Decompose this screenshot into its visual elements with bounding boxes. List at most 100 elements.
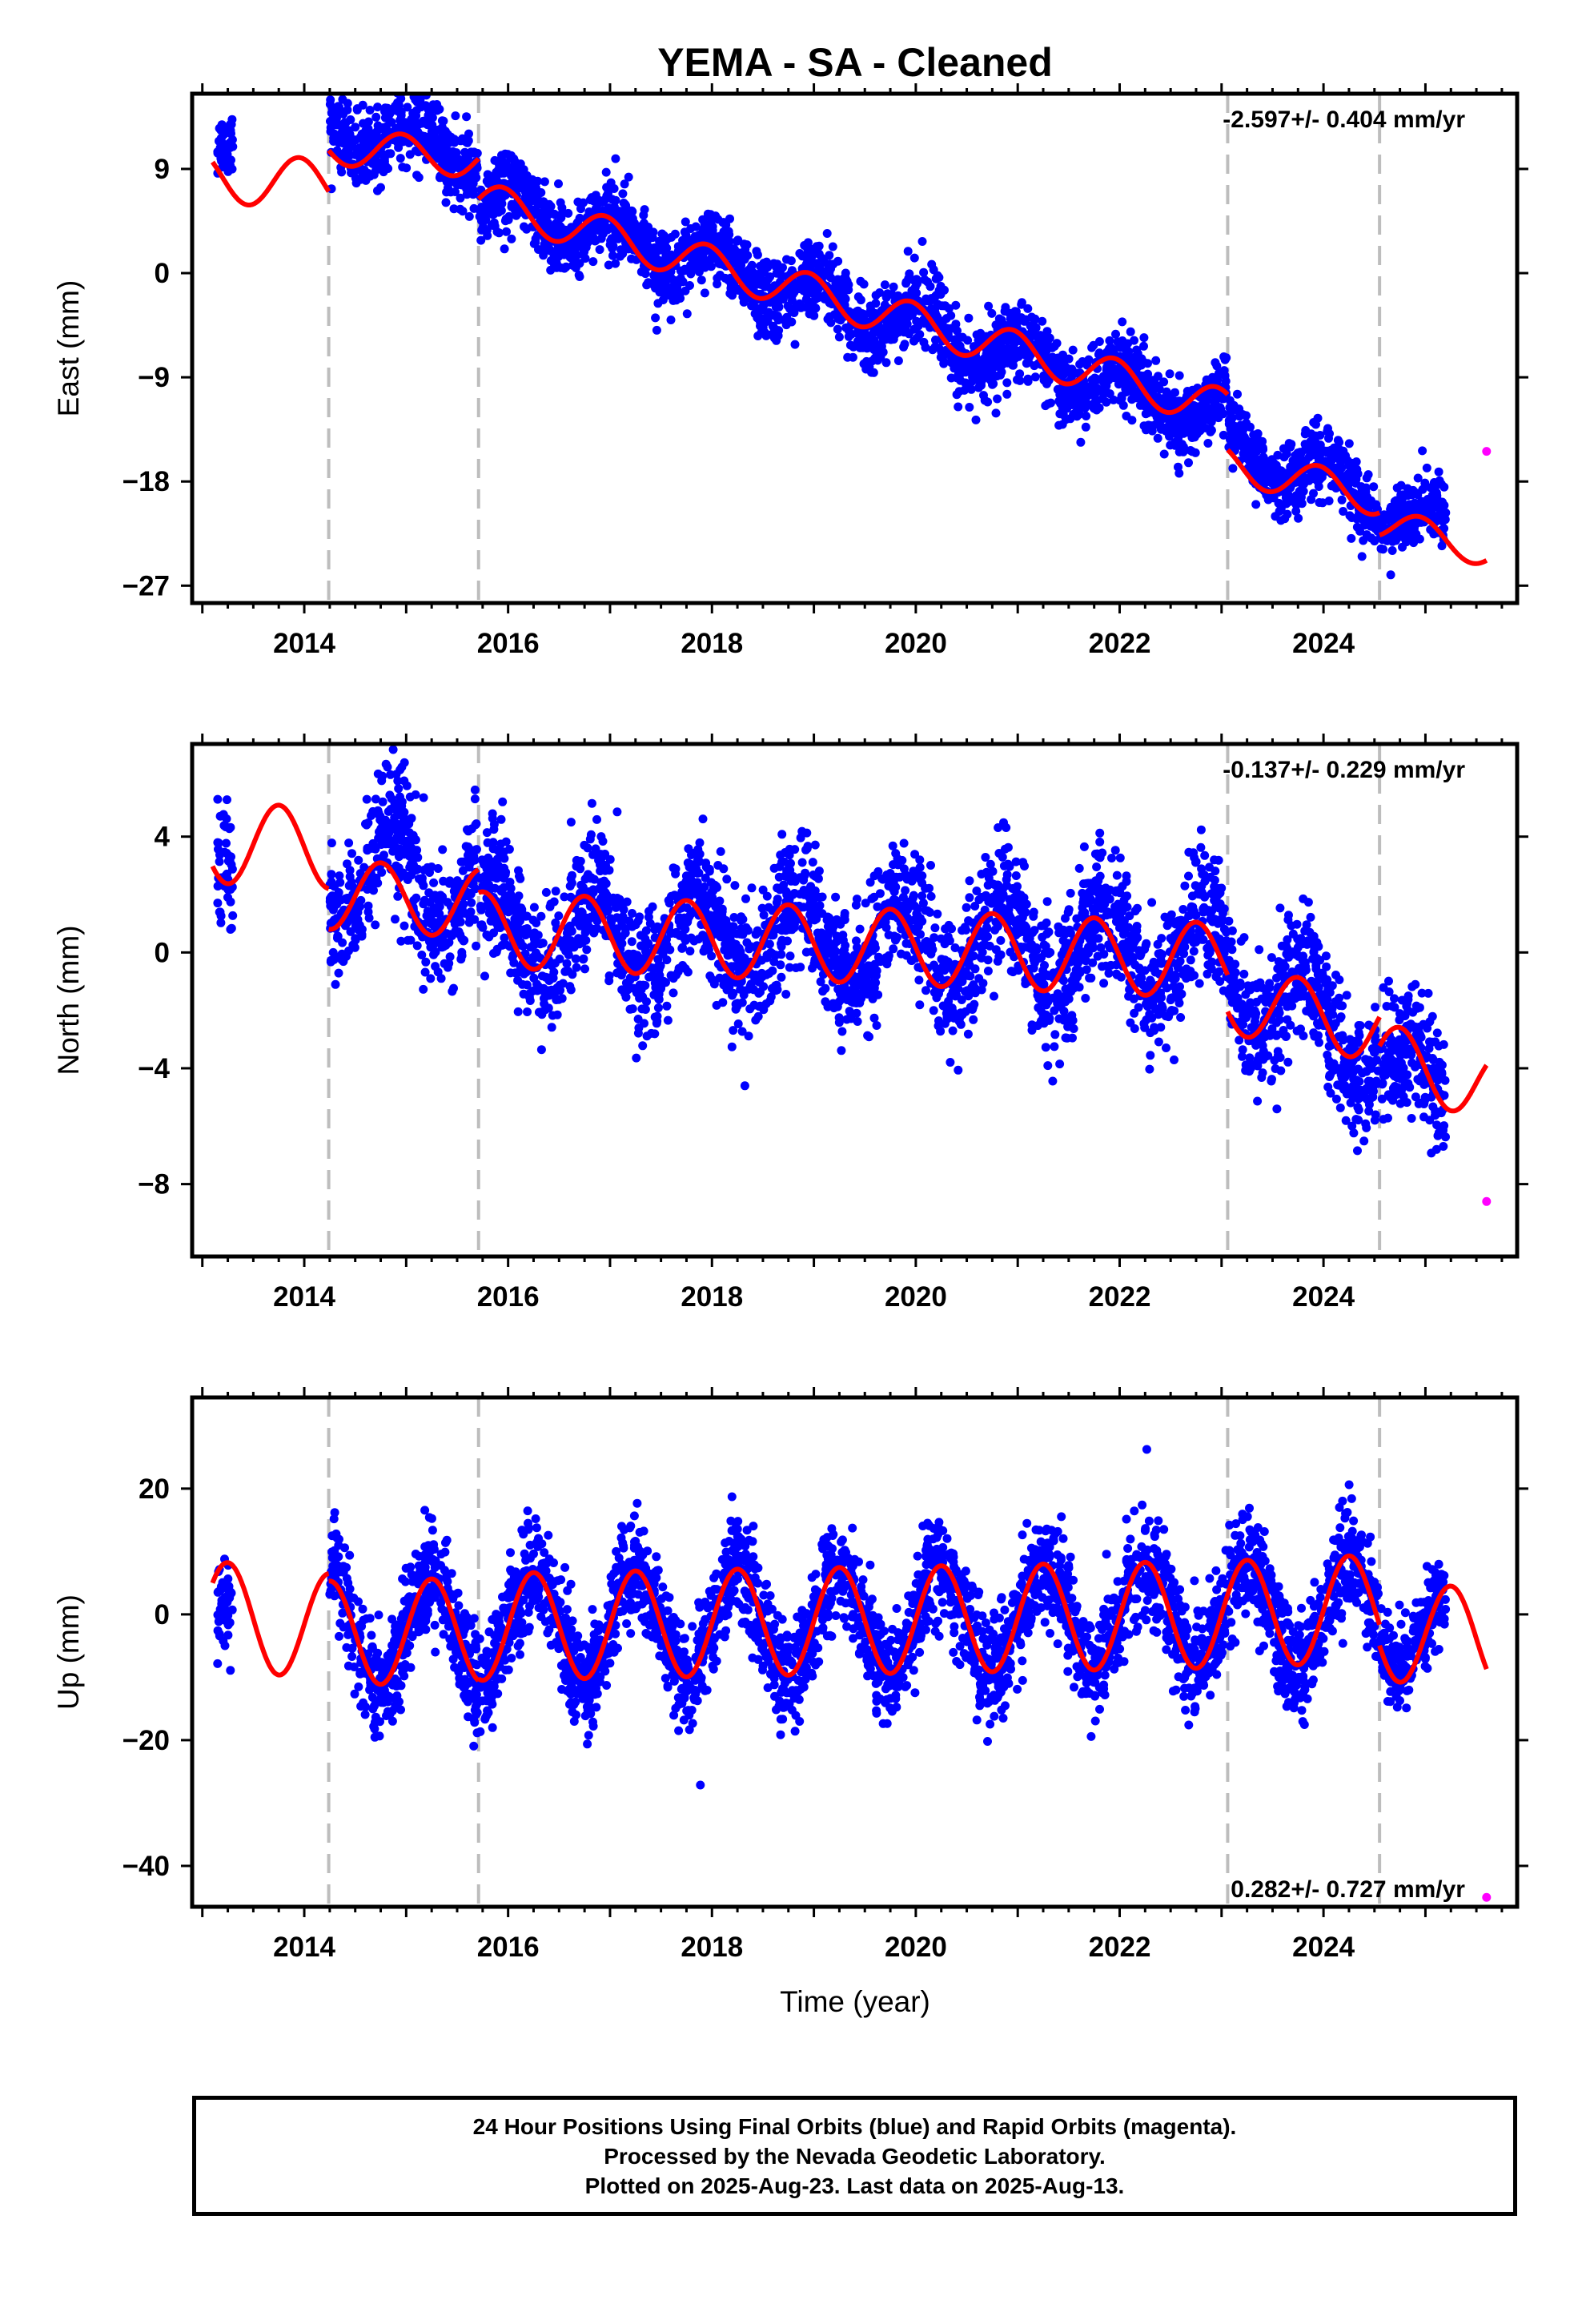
north-point: [378, 797, 387, 806]
north-point: [969, 1015, 978, 1024]
east-point: [573, 197, 583, 207]
east-point: [1042, 327, 1052, 336]
north-point: [1042, 897, 1052, 907]
north-point: [330, 882, 339, 891]
east-point: [1271, 512, 1280, 521]
east-point: [351, 123, 360, 132]
east-point: [588, 257, 598, 267]
north-point: [776, 960, 785, 970]
east-point: [1246, 447, 1255, 456]
east-point: [1174, 468, 1184, 478]
east-point: [919, 337, 929, 347]
east-point: [1105, 336, 1114, 345]
east-point: [1030, 372, 1040, 382]
north-point: [948, 1026, 958, 1035]
north-point: [986, 859, 995, 869]
north-point: [965, 876, 974, 886]
east-x-tick-label: 2014: [273, 628, 335, 659]
east-point: [1203, 439, 1213, 448]
east-point: [1291, 506, 1301, 516]
north-point: [228, 911, 238, 920]
east-point: [1054, 396, 1064, 406]
east-point: [326, 127, 335, 136]
east-point: [378, 150, 387, 159]
east-point: [428, 113, 437, 123]
east-point: [436, 137, 445, 147]
east-point: [931, 313, 941, 323]
east-point: [363, 117, 373, 127]
east-point: [351, 150, 360, 159]
east-point: [984, 301, 994, 311]
east-point: [782, 255, 791, 264]
east-point: [657, 229, 667, 239]
east-point: [764, 311, 773, 320]
east-point: [608, 243, 617, 253]
east-point: [1301, 457, 1311, 467]
north-point: [343, 894, 353, 903]
east-point: [1351, 457, 1361, 467]
east-point: [1279, 444, 1288, 453]
east-point: [1419, 506, 1428, 516]
east-point: [451, 111, 460, 121]
north-point: [1050, 1006, 1059, 1015]
east-x-tick-label: 2020: [885, 628, 947, 659]
east-point: [1344, 439, 1354, 448]
east-point: [497, 199, 507, 208]
east-point: [997, 348, 1006, 357]
east-point: [1369, 482, 1379, 492]
north-point: [363, 907, 373, 917]
east-model-line-4: [1378, 513, 1488, 566]
east-point: [824, 264, 833, 274]
east-point: [620, 199, 630, 209]
east-point: [1078, 392, 1088, 401]
east-point: [993, 394, 1002, 404]
east-point: [576, 204, 585, 214]
east-point: [1301, 476, 1311, 485]
east-point: [428, 100, 438, 110]
east-point: [1294, 513, 1303, 523]
east-point: [1104, 376, 1114, 385]
east-point: [1392, 483, 1402, 493]
east-point: [1418, 485, 1427, 494]
north-point: [464, 842, 473, 851]
north-point: [388, 745, 398, 754]
north-point: [338, 938, 347, 947]
north-point: [470, 785, 480, 794]
east-point: [476, 203, 486, 211]
east-point: [1165, 369, 1174, 379]
east-point: [1102, 397, 1111, 407]
east-point: [1135, 400, 1145, 410]
east-point: [803, 244, 813, 254]
east-point: [379, 157, 389, 167]
east-point: [355, 175, 365, 184]
north-point: [380, 829, 389, 838]
east-point: [544, 211, 553, 219]
east-x-tick-label: 2024: [1292, 628, 1355, 659]
north-point: [327, 838, 336, 848]
north-point: [345, 866, 355, 875]
east-point: [991, 340, 1001, 349]
east-point: [1224, 416, 1234, 425]
east-point: [938, 352, 948, 362]
east-point: [492, 174, 501, 183]
north-point: [456, 907, 465, 916]
north-point: [427, 919, 436, 929]
east-point: [1326, 445, 1335, 455]
east-point: [875, 288, 885, 297]
east-point: [371, 112, 381, 122]
east-point: [661, 240, 669, 250]
north-point: [373, 806, 383, 815]
north-point: [381, 759, 391, 769]
east-point: [595, 245, 604, 255]
east-point: [1404, 504, 1414, 513]
east-point: [1118, 317, 1127, 327]
north-point: [513, 1007, 523, 1016]
east-point: [833, 275, 842, 284]
east-point: [580, 254, 590, 263]
north-point: [408, 856, 417, 866]
east-point: [1139, 333, 1149, 343]
east-x-tick-label: 2016: [477, 628, 540, 659]
east-point: [801, 295, 811, 304]
east-point: [443, 130, 452, 139]
east-point: [747, 260, 757, 270]
